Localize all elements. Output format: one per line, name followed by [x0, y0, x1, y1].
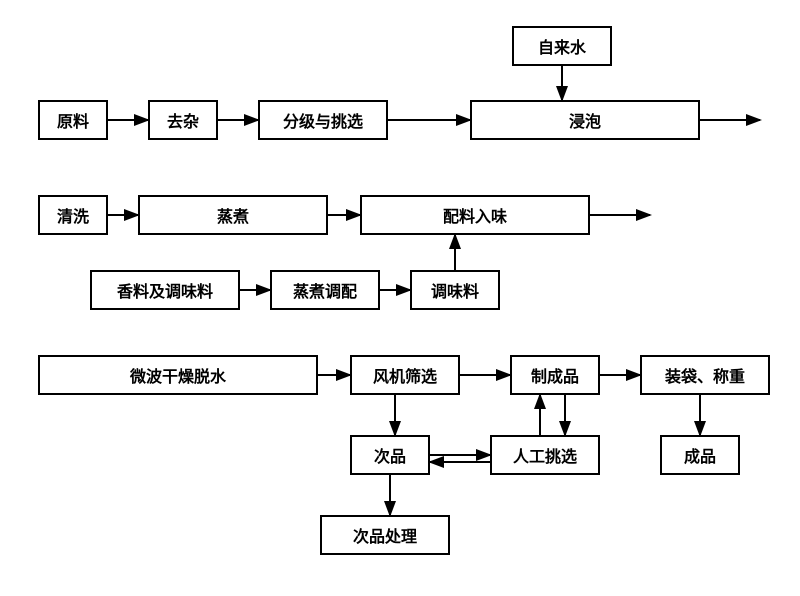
node-label: 制成品 — [531, 363, 579, 387]
node-soak: 浸泡 — [470, 100, 700, 140]
node-label: 香料及调味料 — [117, 278, 213, 302]
node-def-handle: 次品处理 — [320, 515, 450, 555]
node-product: 制成品 — [510, 355, 600, 395]
node-microwave: 微波干燥脱水 — [38, 355, 318, 395]
node-spices: 香料及调味料 — [90, 270, 240, 310]
node-wash: 清洗 — [38, 195, 108, 235]
node-label: 原料 — [57, 108, 89, 132]
node-label: 风机筛选 — [373, 363, 437, 387]
node-label: 配料入味 — [443, 203, 507, 227]
node-label: 清洗 — [57, 203, 89, 227]
node-label: 蒸煮调配 — [293, 278, 357, 302]
node-label: 次品处理 — [353, 523, 417, 547]
node-bagging: 装袋、称重 — [640, 355, 770, 395]
node-label: 成品 — [684, 443, 716, 467]
node-steam: 蒸煮 — [138, 195, 328, 235]
node-fan-sort: 风机筛选 — [350, 355, 460, 395]
node-raw: 原料 — [38, 100, 108, 140]
node-tap-water: 自来水 — [512, 26, 612, 66]
node-label: 调味料 — [431, 278, 479, 302]
node-label: 蒸煮 — [217, 203, 249, 227]
node-defective: 次品 — [350, 435, 430, 475]
node-label: 装袋、称重 — [665, 363, 745, 387]
node-label: 自来水 — [538, 34, 586, 58]
node-label: 次品 — [374, 443, 406, 467]
node-seasoning: 调味料 — [410, 270, 500, 310]
node-label: 浸泡 — [569, 108, 601, 132]
node-label: 人工挑选 — [513, 443, 577, 467]
node-label: 去杂 — [167, 108, 199, 132]
node-grading: 分级与挑选 — [258, 100, 388, 140]
node-season-in: 配料入味 — [360, 195, 590, 235]
node-finished: 成品 — [660, 435, 740, 475]
node-label: 分级与挑选 — [283, 108, 363, 132]
node-cook-blend: 蒸煮调配 — [270, 270, 380, 310]
node-remove: 去杂 — [148, 100, 218, 140]
node-manual: 人工挑选 — [490, 435, 600, 475]
node-label: 微波干燥脱水 — [130, 363, 226, 387]
